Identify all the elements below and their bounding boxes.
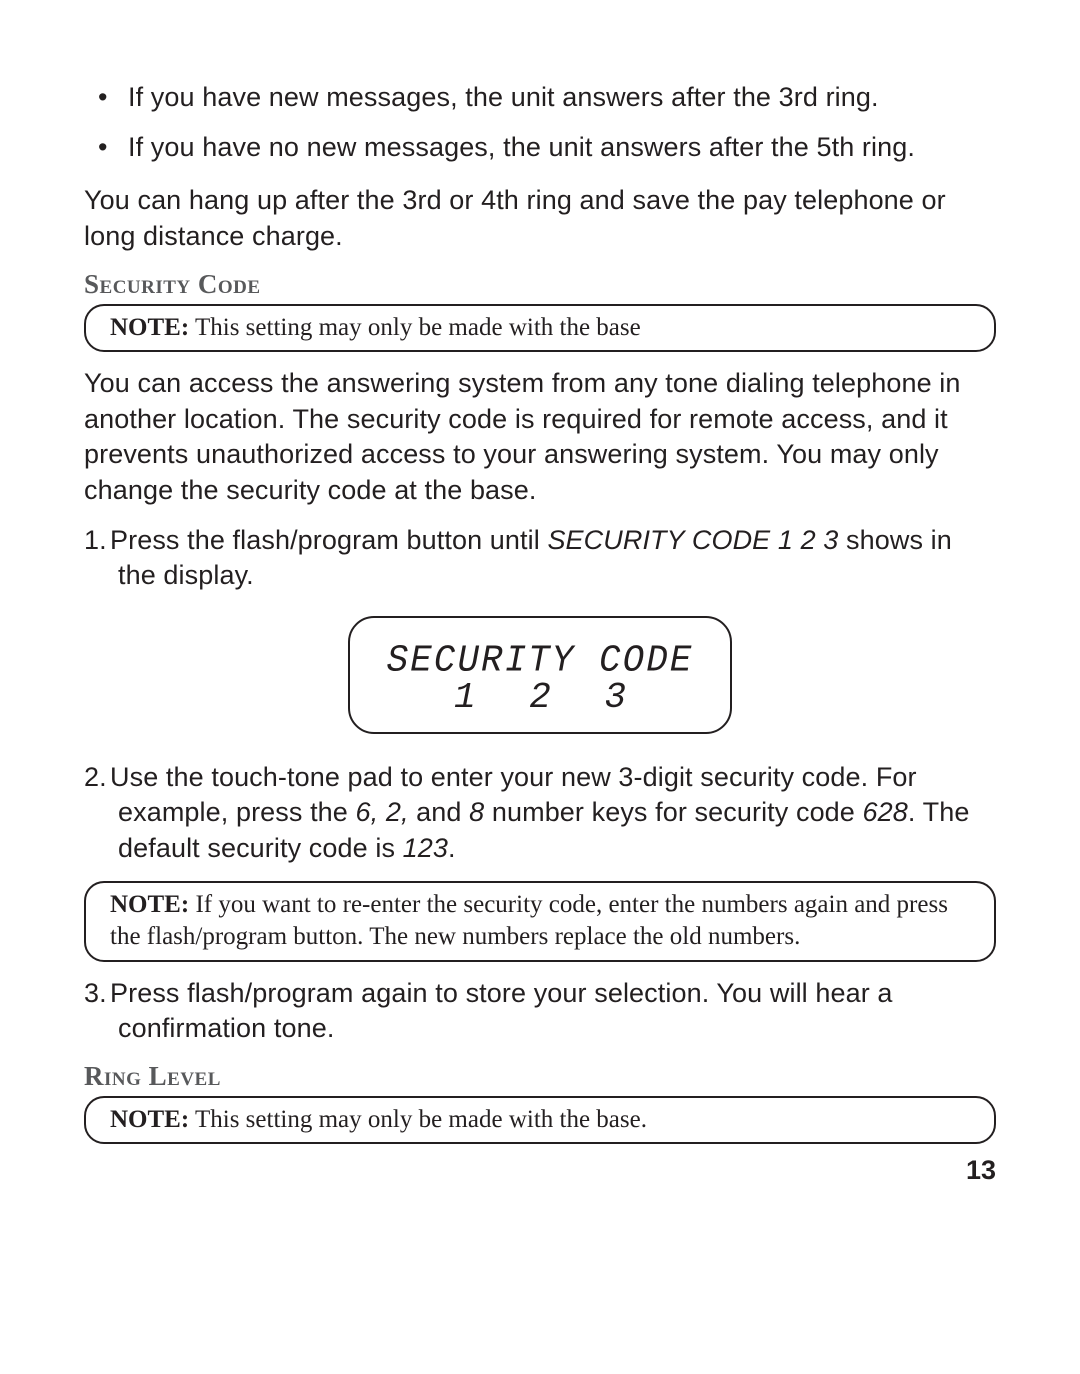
manual-page: If you have new messages, the unit answe… (0, 0, 1080, 1374)
step-number: 1. (84, 523, 110, 559)
security-reenter-note: NOTE: If you want to re-enter the securi… (84, 881, 996, 962)
bullet-item: If you have no new messages, the unit an… (84, 130, 996, 166)
step-text: Press the flash/program button until (110, 525, 547, 555)
step-em: SECURITY CODE 1 2 3 (547, 525, 838, 555)
step-3: 3.Press flash/program again to store you… (84, 976, 996, 1047)
ring-behavior-list: If you have new messages, the unit answe… (84, 80, 996, 165)
note-label: NOTE: (110, 891, 189, 918)
ring-level-note: NOTE: This setting may only be made with… (84, 1096, 996, 1145)
step-2: 2.Use the touch-tone pad to enter your n… (84, 760, 996, 867)
lcd-line-1: SECURITY CODE (360, 639, 720, 682)
step-1: 1.Press the flash/program button until S… (84, 523, 996, 594)
bullet-item: If you have new messages, the unit answe… (84, 80, 996, 116)
step-em: 8 (469, 797, 484, 827)
step-em: 123 (403, 833, 448, 863)
lcd-screen: SECURITY CODE 1 2 3 (348, 616, 732, 734)
step-text: . (448, 833, 456, 863)
page-number: 13 (966, 1155, 996, 1186)
step-text: number keys for security code (484, 797, 862, 827)
step-em: 6, 2, (356, 797, 409, 827)
step-number: 2. (84, 760, 110, 796)
lcd-line-2: 1 2 3 (360, 677, 720, 718)
step-number: 3. (84, 976, 110, 1012)
ring-level-heading: Ring Level (84, 1061, 996, 1092)
note-label: NOTE: (110, 314, 189, 341)
note-text: If you want to re-enter the security cod… (110, 891, 948, 951)
step-em: 628 (863, 797, 908, 827)
note-text: This setting may only be made with the b… (189, 314, 641, 341)
security-note-box: NOTE: This setting may only be made with… (84, 304, 996, 353)
security-code-heading: Security Code (84, 269, 996, 300)
note-label: NOTE: (110, 1106, 189, 1133)
security-description: You can access the answering system from… (84, 366, 996, 509)
note-text: This setting may only be made with the b… (189, 1106, 647, 1133)
hangup-tip: You can hang up after the 3rd or 4th rin… (84, 183, 996, 254)
step-text: and (409, 797, 470, 827)
lcd-figure: SECURITY CODE 1 2 3 (84, 616, 996, 734)
step-text: Press flash/program again to store your … (110, 978, 893, 1044)
